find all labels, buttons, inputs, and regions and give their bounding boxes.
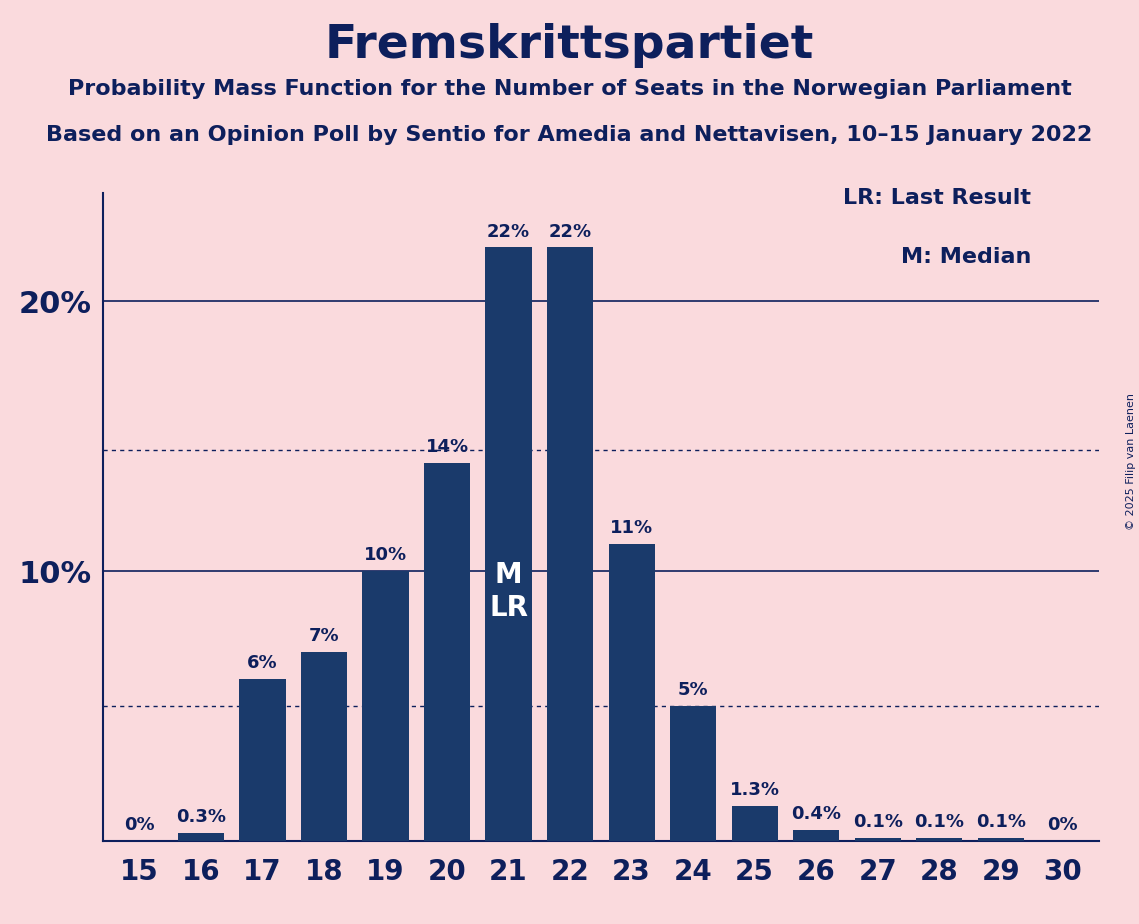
Text: 0.1%: 0.1%	[915, 813, 965, 832]
Text: 7%: 7%	[309, 627, 339, 645]
Text: 0%: 0%	[1047, 816, 1077, 834]
Text: 0.1%: 0.1%	[976, 813, 1026, 832]
Text: 22%: 22%	[549, 223, 591, 240]
Text: 6%: 6%	[247, 654, 278, 673]
Text: Based on an Opinion Poll by Sentio for Amedia and Nettavisen, 10–15 January 2022: Based on an Opinion Poll by Sentio for A…	[47, 125, 1092, 145]
Text: 0%: 0%	[124, 816, 155, 834]
Bar	[362, 571, 409, 841]
Bar	[977, 838, 1024, 841]
Text: 22%: 22%	[487, 223, 530, 240]
Bar	[424, 463, 470, 841]
Text: 10%: 10%	[364, 546, 407, 565]
Text: © 2025 Filip van Laenen: © 2025 Filip van Laenen	[1125, 394, 1136, 530]
Text: 0.1%: 0.1%	[853, 813, 903, 832]
Bar	[239, 679, 286, 841]
Text: 0.3%: 0.3%	[175, 808, 226, 826]
Bar	[854, 838, 901, 841]
Text: 5%: 5%	[678, 681, 708, 699]
Text: 14%: 14%	[426, 438, 468, 456]
Bar	[608, 544, 655, 841]
Text: Fremskrittspartiet: Fremskrittspartiet	[325, 23, 814, 68]
Text: 11%: 11%	[611, 519, 653, 538]
Bar	[547, 248, 593, 841]
Bar	[485, 248, 532, 841]
Text: M: Median: M: Median	[901, 248, 1032, 267]
Bar	[731, 806, 778, 841]
Text: LR: Last Result: LR: Last Result	[844, 188, 1032, 208]
Text: 0.4%: 0.4%	[792, 806, 841, 823]
Bar	[916, 838, 962, 841]
Bar	[670, 706, 716, 841]
Bar	[301, 652, 347, 841]
Text: M
LR: M LR	[489, 562, 528, 622]
Text: 1.3%: 1.3%	[730, 781, 779, 799]
Bar	[793, 830, 839, 841]
Bar	[178, 833, 224, 841]
Text: Probability Mass Function for the Number of Seats in the Norwegian Parliament: Probability Mass Function for the Number…	[67, 79, 1072, 99]
